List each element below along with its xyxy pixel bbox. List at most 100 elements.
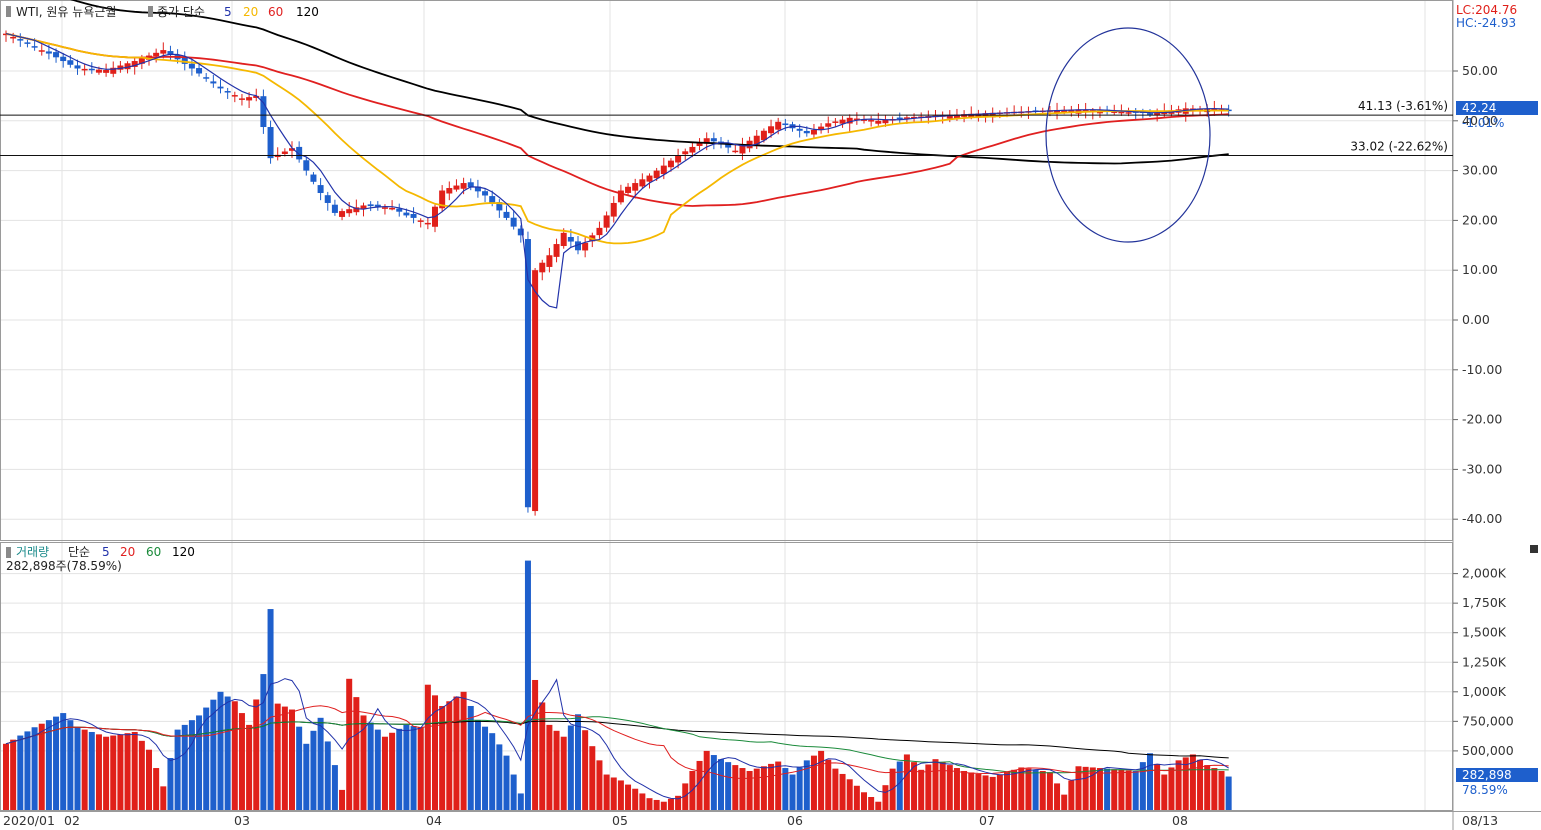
candle-body — [346, 209, 353, 214]
candle-body — [167, 51, 174, 55]
volume-bar — [1189, 754, 1196, 810]
volume-bar — [546, 724, 553, 810]
line-label-41-13: 41.13 (-3.61%) — [1358, 99, 1448, 113]
volume-bar — [1125, 770, 1132, 810]
candle-body — [667, 160, 674, 168]
volume-bar — [138, 740, 145, 810]
candle-body — [88, 68, 95, 71]
volume-bar — [210, 699, 217, 810]
candle-body — [982, 113, 989, 117]
volume-bar — [760, 766, 767, 810]
volume-bar — [324, 741, 331, 810]
volume-bar — [1046, 772, 1053, 810]
x-label: 05 — [612, 813, 628, 828]
candle-body — [331, 204, 338, 213]
candle-body — [946, 114, 953, 119]
volume-bar — [825, 759, 832, 810]
candle-body — [567, 236, 574, 242]
volume-bar — [360, 715, 367, 810]
candle-body — [703, 138, 710, 144]
candle-body — [732, 150, 739, 153]
volume-bar — [968, 772, 975, 810]
volume-bar — [267, 609, 274, 810]
candle-body — [610, 202, 617, 217]
volume-bar — [710, 755, 717, 810]
candle-body — [81, 68, 88, 71]
candle-body — [67, 60, 74, 65]
candle-body — [503, 211, 510, 218]
volume-bar — [1218, 770, 1225, 810]
volume-title: 거래량 — [16, 545, 49, 559]
volume-bar — [117, 734, 124, 810]
price-tick-label: -20.00 — [1462, 412, 1502, 427]
line-label-33-02: 33.02 (-22.62%) — [1350, 140, 1448, 154]
volume-bar — [646, 798, 653, 810]
volume-bar — [632, 788, 639, 810]
candle-body — [768, 126, 775, 134]
volume-bar — [589, 746, 596, 810]
candle-body — [381, 207, 388, 209]
candle-body — [653, 170, 660, 179]
volume-bar — [238, 713, 245, 810]
price-tick-label: -40.00 — [1462, 511, 1502, 526]
panel-collapse-button[interactable] — [1530, 545, 1538, 553]
ma60-line — [5, 32, 1229, 207]
volume-bar — [217, 691, 224, 810]
volume-bar — [996, 774, 1003, 810]
volume-bar — [1096, 768, 1103, 810]
volume-bar — [95, 734, 102, 810]
candle-body — [117, 65, 124, 70]
candle-body — [617, 190, 624, 203]
vol-ma60-label: 60 — [146, 545, 161, 559]
volume-bar — [503, 755, 510, 810]
price-moving-averages — [5, 0, 1229, 309]
volume-bar — [1139, 762, 1146, 810]
candle-body — [753, 135, 760, 145]
candle-body — [1068, 109, 1075, 113]
volume-bar — [1161, 774, 1168, 810]
volume-tick-label: 2,000K — [1462, 566, 1507, 581]
candle-body — [1211, 108, 1218, 111]
volume-bar — [789, 774, 796, 810]
volume-y-axis: 2,000K 1,750K 1,500K 1,250K 1,000K 750,000 500… — [1453, 566, 1514, 758]
candle-body — [474, 186, 481, 192]
candle-body — [446, 188, 453, 194]
volume-bar — [524, 560, 531, 810]
x-label: 08 — [1172, 813, 1188, 828]
candle-body — [596, 227, 603, 236]
volume-bar — [861, 792, 867, 810]
volume-bar — [725, 762, 732, 810]
vol-ma20-label: 20 — [120, 545, 135, 559]
candle-body — [231, 95, 238, 97]
volume-bar — [1104, 768, 1111, 810]
current-volume-pct: 78.59% — [1462, 783, 1508, 797]
candlesticks — [3, 30, 1232, 516]
legend-marker — [6, 547, 11, 558]
volume-bar — [703, 750, 710, 810]
volume-bar — [1075, 766, 1082, 810]
volume-bar — [560, 736, 567, 810]
vol-ma120-label: 120 — [172, 545, 195, 559]
candle-body — [539, 262, 546, 273]
volume-bar — [868, 796, 875, 810]
volume-bar — [1154, 763, 1161, 810]
candle-body — [560, 232, 567, 247]
candle-body — [124, 63, 131, 70]
candle-body — [775, 121, 782, 130]
volume-bar — [381, 736, 388, 810]
candle-body — [260, 96, 267, 128]
candle-body — [95, 69, 102, 73]
x-label: 2020/01 — [3, 813, 55, 828]
volume-bar — [1018, 767, 1025, 810]
candle-body — [188, 63, 195, 69]
candle-body — [281, 151, 288, 154]
candle-body — [482, 191, 489, 196]
candle-body — [17, 39, 24, 41]
volume-bar — [918, 769, 925, 810]
candle-body — [296, 146, 303, 160]
candle-body — [739, 145, 746, 154]
candle-body — [875, 120, 882, 124]
volume-bar — [353, 697, 360, 810]
volume-bar — [260, 674, 267, 810]
